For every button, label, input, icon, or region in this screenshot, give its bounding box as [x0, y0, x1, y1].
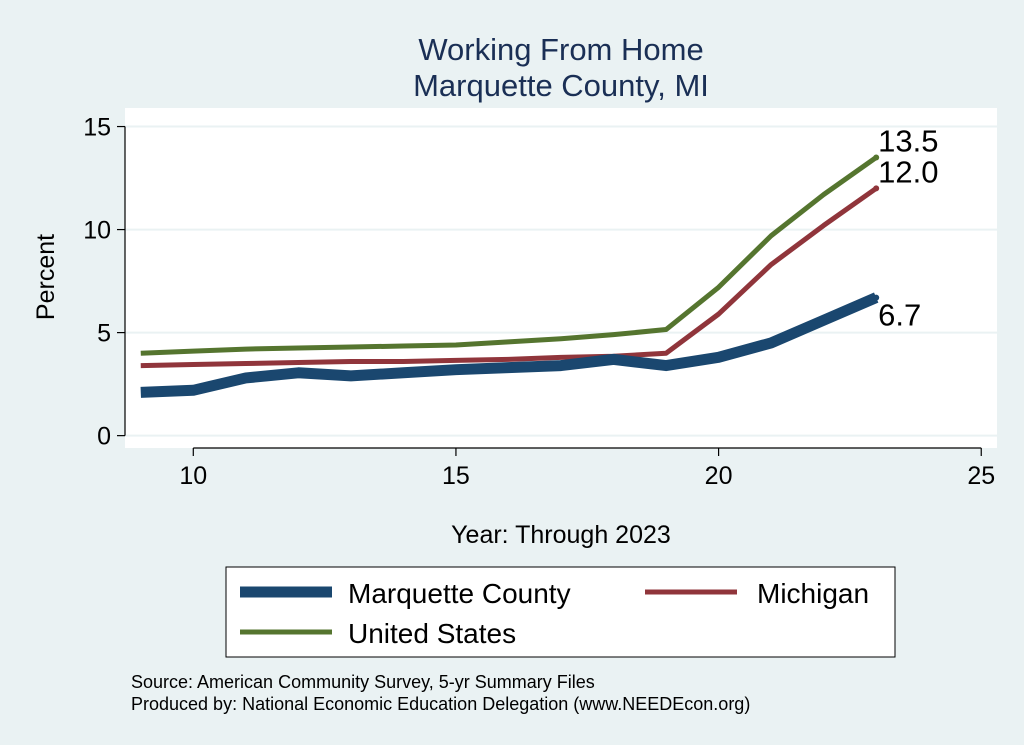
legend-label-marquette: Marquette County	[348, 578, 571, 609]
legend: Marquette County Michigan United States	[225, 566, 896, 658]
y-axis-label: Percent	[32, 234, 60, 320]
end-label: 13.5	[878, 123, 938, 158]
plot-area	[125, 108, 997, 448]
y-tick-label: 15	[83, 114, 111, 142]
chart-subtitle: Marquette County, MI	[413, 68, 709, 103]
series-line-michigan	[140, 186, 878, 369]
end-label: 6.7	[878, 298, 921, 333]
legend-label-michigan: Michigan	[757, 578, 869, 609]
series-line-marquette-county	[140, 292, 879, 398]
x-tick-label: 20	[705, 462, 733, 490]
y-tick-label: 10	[83, 217, 111, 245]
source-note: Source: American Community Survey, 5-yr …	[131, 672, 595, 692]
y-tick-label: 5	[97, 320, 111, 348]
series-lines	[140, 155, 879, 398]
y-tick-label: 0	[97, 423, 111, 451]
x-tick-label: 15	[442, 462, 470, 490]
legend-label-united-states: United States	[348, 618, 516, 649]
end-marker	[873, 154, 880, 161]
produced-by-note: Produced by: National Economic Education…	[131, 694, 750, 714]
end-marker	[873, 185, 880, 192]
x-tick-label: 25	[967, 462, 995, 490]
series-line-united-states	[140, 155, 878, 356]
chart-title: Working From Home	[418, 32, 703, 67]
x-axis-label: Year: Through 2023	[451, 521, 671, 549]
grid-lines	[125, 125, 997, 437]
x-tick-label: 10	[179, 462, 207, 490]
end-label: 12.0	[878, 154, 938, 189]
axes: 0 5 10 15 10 15 20 25	[83, 114, 995, 490]
legend-box	[225, 566, 896, 658]
end-marker	[873, 294, 880, 301]
end-labels: 6.7 12.013.5	[873, 123, 939, 333]
